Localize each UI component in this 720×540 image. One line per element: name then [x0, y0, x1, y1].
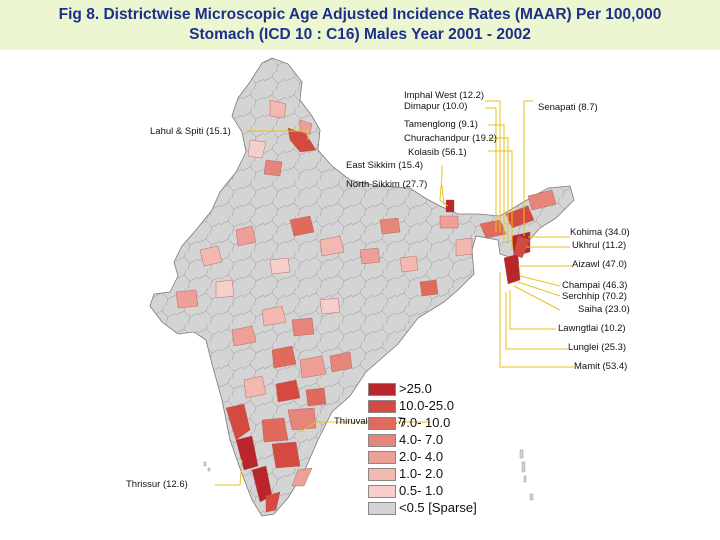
- label-thrissur: Thrissur (12.6): [126, 479, 188, 490]
- label-dimapur: Dimapur (10.0): [404, 101, 468, 112]
- legend-label: 0.5- 1.0: [399, 483, 444, 498]
- legend-swatch: [368, 417, 396, 430]
- legend-label: <0.5 [Sparse]: [399, 500, 477, 515]
- label-ukhrul: Ukhrul (11.2): [572, 240, 627, 251]
- legend-label: 2.0- 4.0: [399, 449, 444, 464]
- title-bar: Fig 8. Districtwise Microscopic Age Adju…: [0, 0, 720, 50]
- label-lahul-spiti: Lahul & Spiti (15.1): [150, 126, 231, 137]
- legend-label: >25.0: [399, 381, 432, 396]
- district-boundaries: [150, 58, 574, 516]
- islands: [203, 449, 534, 501]
- legend-swatch: [368, 451, 396, 464]
- legend-swatch: [368, 502, 396, 515]
- leader-lines: [215, 100, 574, 486]
- label-churachandpur: Churachandpur (19.2): [404, 133, 497, 144]
- label-saiha: Saiha (23.0): [578, 304, 630, 315]
- label-aizawl: Aizawl (47.0): [572, 259, 627, 270]
- label-champai: Champai (46.3): [562, 280, 628, 291]
- legend-swatch: [368, 383, 396, 396]
- label-serchhip: Serchhip (70.2): [562, 291, 627, 302]
- label-kolasib: Kolasib (56.1): [408, 147, 467, 158]
- legend-label: 1.0- 2.0: [399, 466, 444, 481]
- label-lunglei: Lunglei (25.3): [568, 342, 627, 353]
- legend-swatch: [368, 400, 396, 413]
- label-tamenglong: Tamenglong (9.1): [404, 119, 478, 130]
- legend-swatch: [368, 485, 396, 498]
- label-mamit: Mamit (53.4): [574, 361, 628, 372]
- legend-swatch: [368, 434, 396, 447]
- label-lawngtlai: Lawngtlai (10.2): [558, 323, 626, 334]
- district-patches: [175, 99, 557, 513]
- legend-label: 4.0- 7.0: [399, 432, 444, 447]
- label-kohima: Kohima (34.0): [570, 227, 630, 238]
- legend-label: 7.0- 10.0: [399, 415, 451, 430]
- legend-swatch: [368, 468, 396, 481]
- label-north-sikkim: North Sikkim (27.7): [346, 179, 428, 190]
- label-imphal-west: Imphal West (12.2): [404, 90, 485, 101]
- label-senapati: Senapati (8.7): [538, 102, 598, 113]
- label-east-sikkim: East Sikkim (15.4): [346, 160, 424, 171]
- title-line-1: Fig 8. Districtwise Microscopic Age Adju…: [58, 6, 662, 23]
- title-line-2: Stomach (ICD 10 : C16) Males Year 2001 -…: [189, 26, 531, 43]
- legend-label: 10.0-25.0: [399, 398, 454, 413]
